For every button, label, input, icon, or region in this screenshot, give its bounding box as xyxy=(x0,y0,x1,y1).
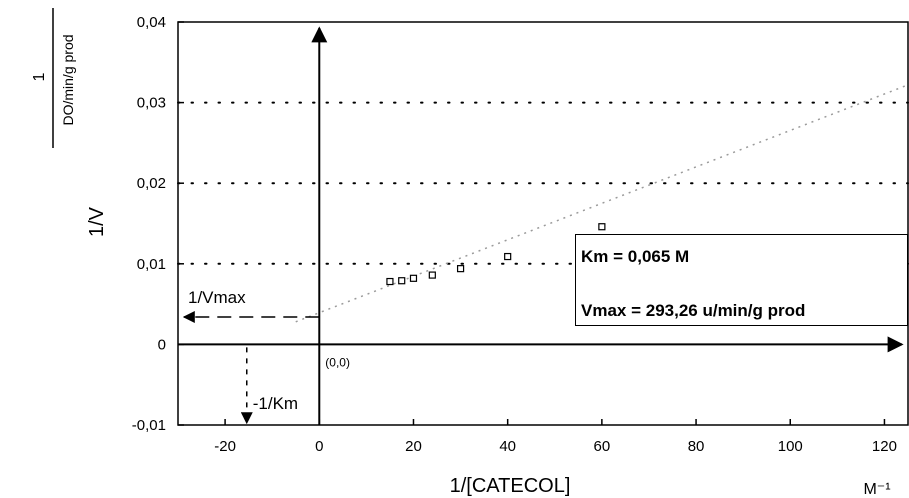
km-result: Km = 0,065 M xyxy=(581,247,690,266)
x-axis-label: 1/[CATECOL] xyxy=(450,475,571,497)
vmax-result: Vmax = 293,26 u/min/g prod xyxy=(581,301,806,320)
x-tick-label: 60 xyxy=(594,438,611,455)
y-axis-ticks: -0,01 0 0,01 0,02 0,03 0,04 xyxy=(132,14,184,434)
fit-line xyxy=(295,84,909,323)
data-point xyxy=(409,274,418,282)
x-tick-label: 40 xyxy=(499,438,516,455)
y-tick-label: 0,01 xyxy=(137,256,166,273)
data-point xyxy=(386,277,394,286)
plot-frame xyxy=(177,21,909,426)
fit-results-box: Km = 0,065 M Vmax = 293,26 u/min/g prod xyxy=(575,234,908,326)
x-tick-label: 120 xyxy=(872,438,897,455)
x-tick-label: -20 xyxy=(214,438,236,455)
x-tick-label: 0 xyxy=(315,438,323,455)
y-tick-label: 0,04 xyxy=(137,14,166,31)
data-point xyxy=(504,252,512,261)
y-tick-label: 0,03 xyxy=(137,95,166,112)
km-label: -1/Km xyxy=(253,394,298,413)
axes: (0,0) xyxy=(178,26,904,425)
x-tick-label: 20 xyxy=(405,438,422,455)
x-tick-label: 80 xyxy=(688,438,705,455)
data-point xyxy=(398,277,406,285)
y-unit-numerator: 1 xyxy=(31,72,48,81)
x-axis-unit: M⁻¹ xyxy=(863,481,890,498)
y-unit-denominator: DO/min/g prod xyxy=(60,34,76,125)
y-tick-label: 0,02 xyxy=(137,175,166,192)
vmax-label: 1/Vmax xyxy=(188,288,246,307)
x-tick-label: 100 xyxy=(778,438,803,455)
x-axis-ticks: -20 0 20 40 60 80 100 120 xyxy=(214,419,897,455)
origin-label: (0,0) xyxy=(325,355,350,369)
data-point xyxy=(456,265,465,273)
y-axis-label: 1/V xyxy=(86,206,108,237)
y-tick-label: -0,01 xyxy=(132,417,166,434)
y-tick-label: 0 xyxy=(158,336,166,353)
data-point xyxy=(598,223,606,231)
data-points xyxy=(386,223,606,286)
regression-line xyxy=(295,84,909,323)
data-point xyxy=(428,271,436,279)
annotations: 1/Vmax -1/Km xyxy=(182,288,320,425)
